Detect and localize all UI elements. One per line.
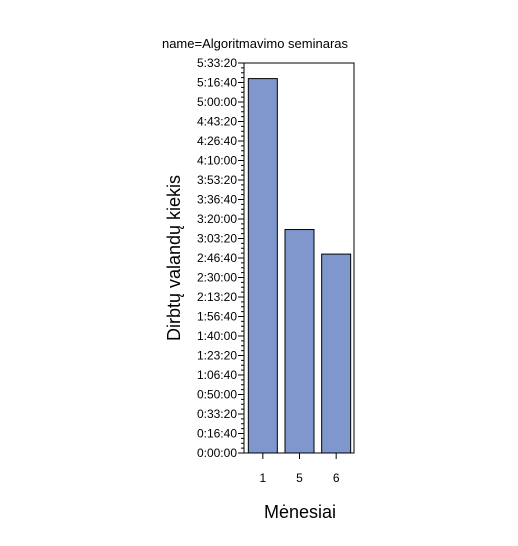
y-tick-label: 3:53:20 bbox=[197, 173, 237, 187]
y-axis: 0:00:00 0:16:40 0:33:20 0:50:00 1:06:40 1:23:… bbox=[197, 56, 244, 460]
x-tick-label: 6 bbox=[333, 471, 340, 485]
x-axis-label: Mėnesiai bbox=[264, 502, 336, 522]
x-tick-label: 1 bbox=[259, 471, 266, 485]
y-tick-label: 0:33:20 bbox=[197, 407, 237, 421]
y-tick-label: 0:00:00 bbox=[197, 446, 237, 460]
bar-5 bbox=[284, 229, 315, 454]
x-tick-label: 5 bbox=[296, 471, 303, 485]
y-tick-label: 3:20:00 bbox=[197, 212, 237, 226]
y-tick-label: 3:36:40 bbox=[197, 193, 237, 207]
bars bbox=[247, 78, 352, 454]
y-tick-label: 4:26:40 bbox=[197, 134, 237, 148]
y-tick-label: 5:00:00 bbox=[197, 95, 237, 109]
y-tick-label: 2:13:20 bbox=[197, 290, 237, 304]
y-tick-label: 5:33:20 bbox=[197, 56, 237, 70]
y-tick-label: 3:03:20 bbox=[197, 232, 237, 246]
y-tick-label: 1:06:40 bbox=[197, 368, 237, 382]
chart-title: name=Algoritmavimo seminaras bbox=[162, 36, 349, 51]
y-tick-label: 0:50:00 bbox=[197, 388, 237, 402]
y-tick-label: 1:23:20 bbox=[197, 349, 237, 363]
y-tick-label: 0:16:40 bbox=[197, 427, 237, 441]
y-tick-label: 5:16:40 bbox=[197, 76, 237, 90]
x-axis: 1 5 6 bbox=[259, 453, 340, 485]
y-tick-label: 1:40:00 bbox=[197, 329, 237, 343]
y-tick-label: 1:56:40 bbox=[197, 310, 237, 324]
y-tick-label: 2:30:00 bbox=[197, 271, 237, 285]
y-tick-label: 2:46:40 bbox=[197, 251, 237, 265]
bar-6 bbox=[321, 253, 352, 454]
y-axis-label: Dirbtų valandų kiekis bbox=[164, 175, 184, 341]
y-tick-label: 4:43:20 bbox=[197, 115, 237, 129]
y-tick-label: 4:10:00 bbox=[197, 154, 237, 168]
bar-1 bbox=[247, 78, 278, 454]
